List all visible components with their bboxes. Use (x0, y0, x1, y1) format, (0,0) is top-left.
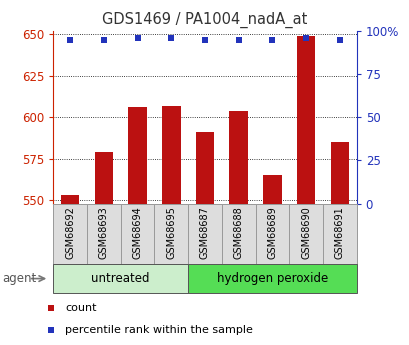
Text: GSM68694: GSM68694 (132, 207, 142, 259)
Bar (289, 204, 322, 264)
Bar (162, 106, 180, 204)
Text: percentile rank within the sample: percentile rank within the sample (65, 325, 252, 335)
Text: untreated: untreated (91, 272, 150, 285)
Bar (195, 132, 214, 204)
Bar (94, 152, 113, 204)
Bar (263, 175, 281, 204)
Bar (221, 204, 255, 264)
Text: GSM68692: GSM68692 (65, 207, 75, 259)
Bar (61, 195, 79, 204)
Bar (128, 107, 146, 204)
Bar (120, 204, 154, 264)
Bar (296, 36, 315, 204)
Text: agent: agent (2, 272, 36, 285)
Text: GSM68688: GSM68688 (233, 207, 243, 259)
Text: GSM68695: GSM68695 (166, 207, 176, 259)
Text: GSM68691: GSM68691 (334, 207, 344, 259)
Bar (330, 142, 348, 204)
Text: count: count (65, 303, 97, 313)
Text: GSM68687: GSM68687 (200, 207, 209, 259)
Bar (255, 204, 289, 264)
Text: GSM68693: GSM68693 (99, 207, 109, 259)
Text: GDS1469 / PA1004_nadA_at: GDS1469 / PA1004_nadA_at (102, 12, 307, 28)
Text: GSM68690: GSM68690 (300, 207, 310, 259)
Bar (188, 264, 356, 293)
Text: hydrogen peroxide: hydrogen peroxide (216, 272, 327, 285)
Bar (188, 204, 221, 264)
Text: GSM68689: GSM68689 (267, 207, 277, 259)
Bar (53, 264, 188, 293)
Bar (53, 204, 87, 264)
Bar (322, 204, 356, 264)
Bar (87, 204, 120, 264)
Bar (229, 111, 247, 204)
Bar (154, 204, 188, 264)
